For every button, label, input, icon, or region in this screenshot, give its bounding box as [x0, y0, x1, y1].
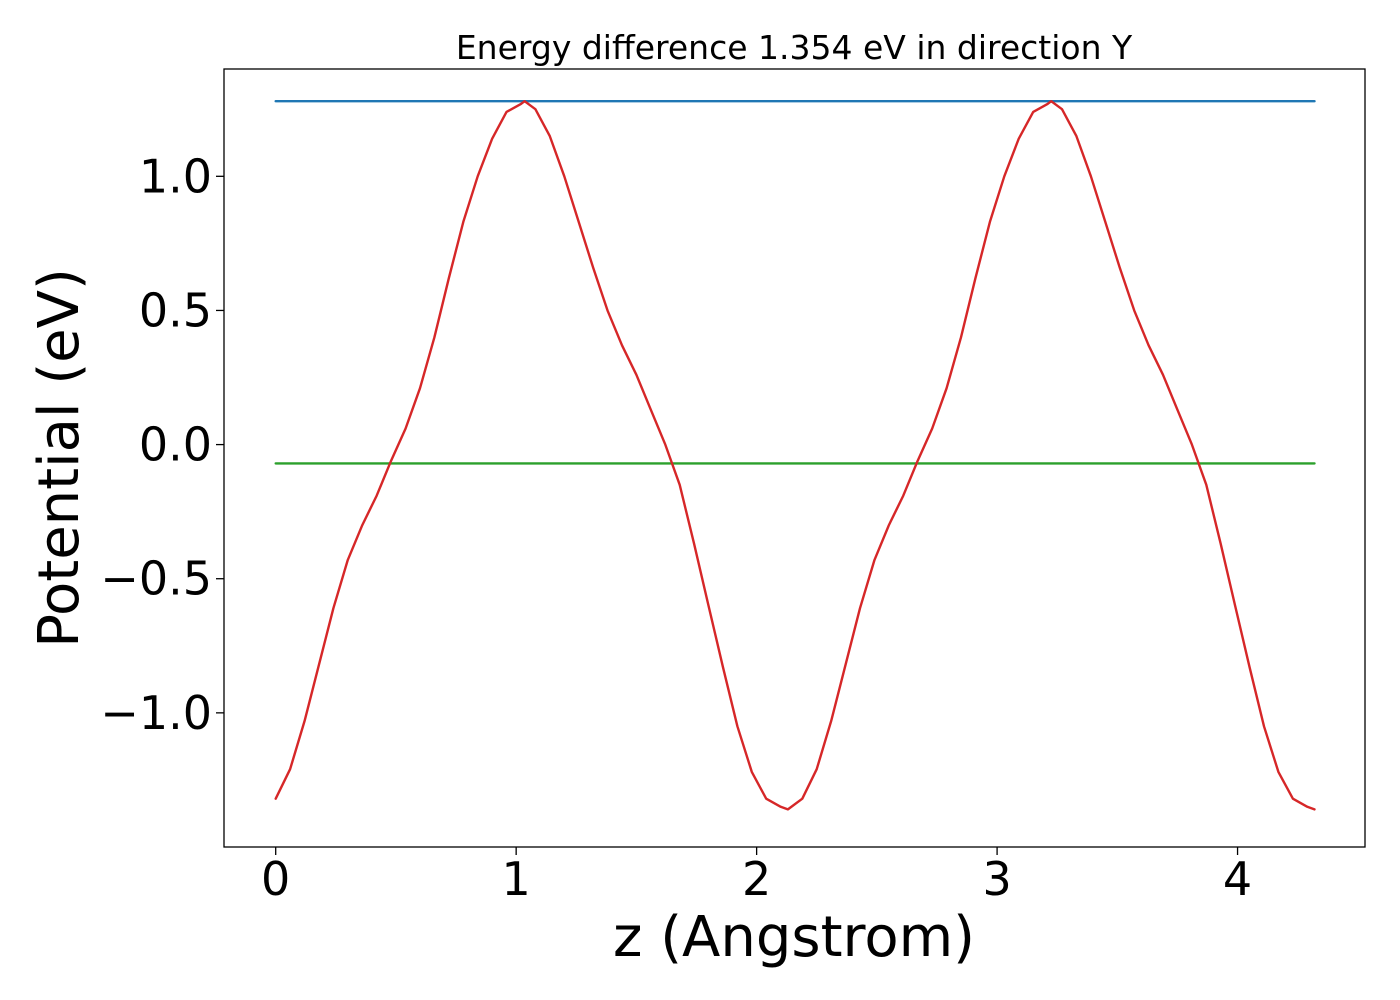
x-axis-ticks: 0 1 2 3 4: [261, 847, 1252, 906]
x-tick-label: 3: [982, 852, 1011, 906]
series-layer: [274, 99, 1316, 811]
series-line-0: [274, 99, 1316, 811]
y-tick-label: −0.5: [100, 552, 212, 606]
x-tick-label: 4: [1223, 852, 1252, 906]
y-tick-label: −1.0: [100, 686, 212, 740]
plot-frame: [223, 68, 1366, 848]
chart-title: Energy difference 1.354 eV in direction …: [456, 28, 1133, 67]
x-axis-label: z (Angstrom): [613, 905, 975, 970]
y-axis-label: Potential (eV): [27, 268, 92, 648]
x-tick-label: 0: [261, 852, 290, 906]
y-tick-label: 0.5: [139, 283, 212, 337]
x-tick-label: 1: [502, 852, 531, 906]
y-tick-label: 0.0: [139, 418, 212, 472]
y-tick-label: 1.0: [139, 149, 212, 203]
y-axis-ticks: −1.0 −0.5 0.0 0.5 1.0: [100, 149, 224, 740]
x-tick-label: 2: [742, 852, 771, 906]
